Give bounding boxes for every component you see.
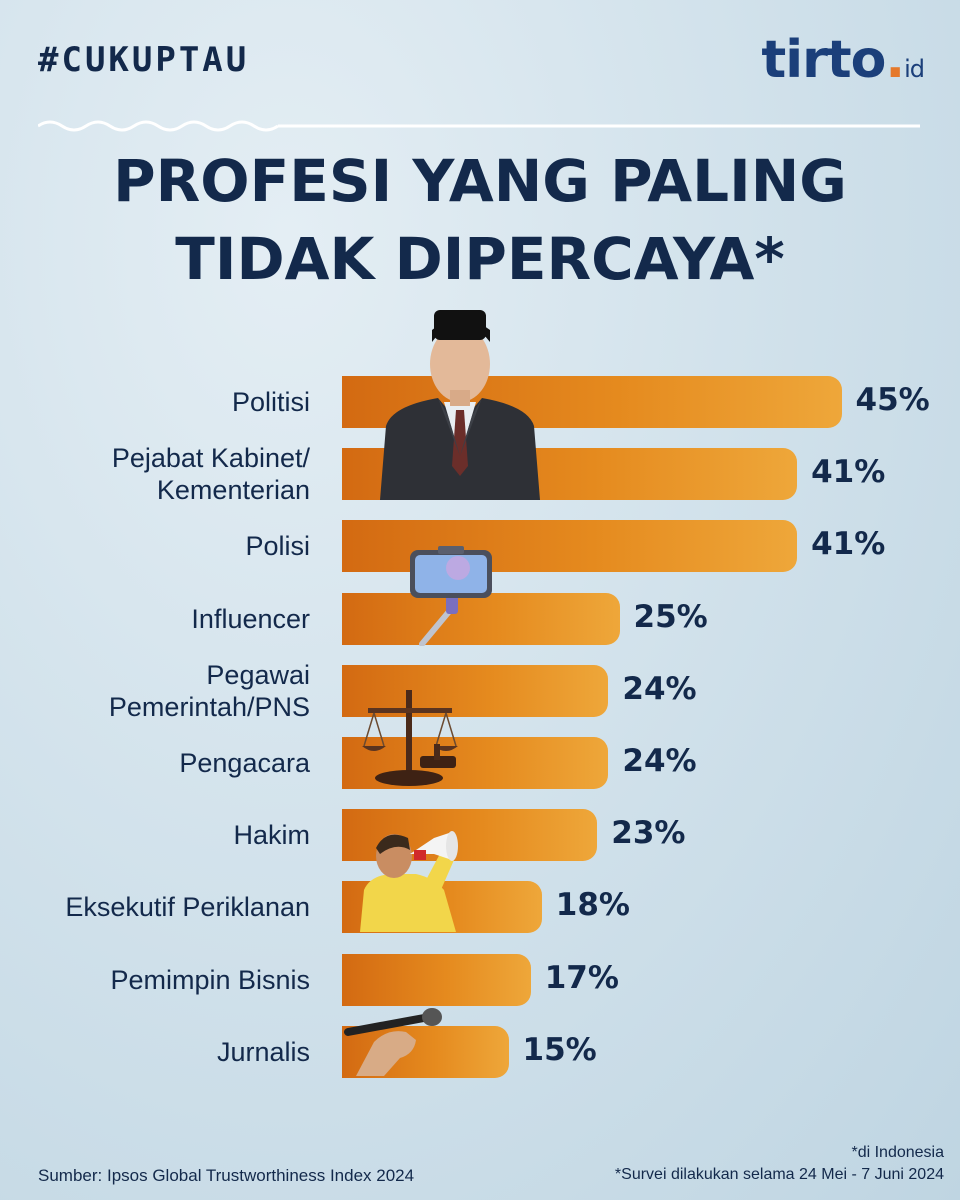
wave-divider (38, 120, 920, 132)
source-text: Sumber: Ipsos Global Trustworthiness Ind… (38, 1166, 415, 1185)
category-label-line: Jurnalis (216, 1036, 310, 1067)
bar-9 (342, 953, 531, 1006)
value-label-9: 17% (544, 959, 619, 996)
page-title: PROFESI YANG PALING TIDAK DIPERCAYA* (0, 142, 960, 298)
category-label-3: Polisi (10, 530, 310, 562)
bar-4 (342, 592, 620, 645)
category-label-7: Hakim (10, 819, 310, 851)
category-label-8: Eksekutif Periklanan (10, 891, 310, 923)
category-label-line: Pejabat Kabinet/ (111, 443, 310, 474)
category-label-line: Polisi (245, 531, 310, 562)
category-label-2: Pejabat Kabinet/Kementerian (10, 442, 310, 506)
category-label-line: Pemerintah/PNS (108, 691, 310, 722)
category-label-5: Pegawai Pemerintah/PNS (10, 659, 310, 723)
category-label-line: Eksekutif Periklanan (65, 892, 310, 923)
value-label-7: 23% (611, 815, 686, 852)
value-label-3: 41% (811, 526, 886, 563)
logo-main: tirto (761, 30, 886, 90)
value-label-2: 41% (811, 454, 886, 491)
logo-dot: . (885, 30, 905, 90)
microphone-hand-icon (344, 1008, 442, 1076)
value-label-6: 24% (622, 743, 697, 779)
scales-of-justice-icon (362, 690, 458, 786)
category-label-10: Jurnalis (10, 1036, 310, 1068)
value-label-4: 25% (633, 598, 708, 635)
category-label-line: Pengacara (179, 748, 310, 778)
logo-suffix: id (904, 55, 925, 83)
value-label-1: 45% (855, 382, 930, 418)
megaphone-person-figure (360, 831, 458, 932)
category-label-4: Influencer (10, 603, 310, 635)
tirto-logo: tirto.id (761, 30, 925, 90)
footnote-region: *di Indonesia (851, 1144, 944, 1161)
value-label-10: 15% (522, 1031, 597, 1068)
category-label-6: Pengacara (10, 747, 310, 779)
hashtag: #CUKUPTAU (38, 40, 250, 80)
value-label-8: 18% (555, 887, 630, 924)
title-line-1: PROFESI YANG PALING (113, 147, 847, 215)
category-label-line: Influencer (191, 603, 310, 634)
footnote-survey: *Survei dilakukan selama 24 Mei - 7 Juni… (614, 1166, 944, 1183)
category-label-line: Kementerian (156, 475, 310, 506)
category-label-line: Hakim (233, 820, 310, 851)
selfie-stick-phone-icon (410, 546, 492, 646)
value-label-5: 24% (622, 670, 697, 707)
category-label-line: Pemimpin Bisnis (110, 964, 310, 995)
category-label-9: Pemimpin Bisnis (10, 964, 310, 996)
category-label-line: Pegawai (206, 659, 310, 690)
title-line-2: TIDAK DIPERCAYA* (175, 225, 785, 293)
category-label-line: Politisi (231, 387, 310, 417)
category-label-1: Politisi (10, 386, 310, 418)
politician-figure (380, 310, 540, 500)
